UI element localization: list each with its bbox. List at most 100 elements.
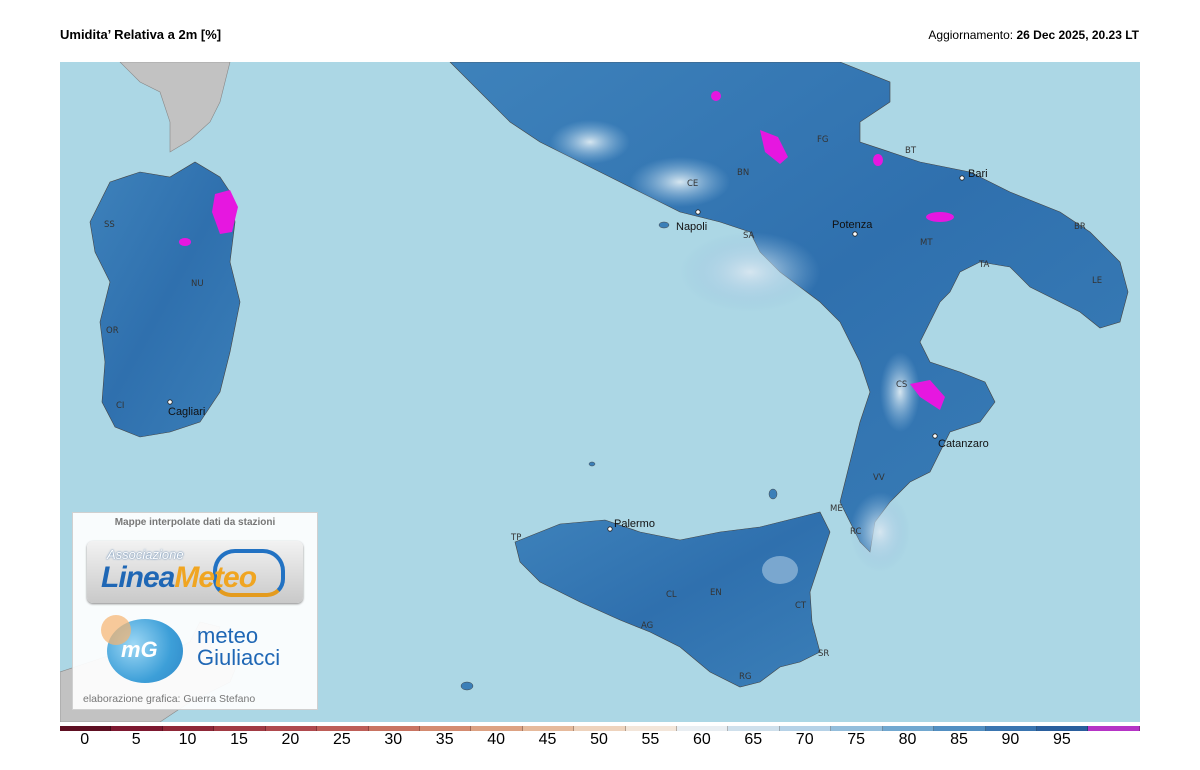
- legend-label: 95: [1052, 731, 1071, 748]
- legend-label: 70: [795, 731, 814, 748]
- province-label: SR: [818, 649, 829, 659]
- legend-label: 80: [898, 731, 917, 748]
- legend-swatch: [265, 726, 318, 731]
- credits-footer: elaborazione grafica: Guerra Stefano: [83, 693, 256, 705]
- legend-swatch: [934, 726, 986, 731]
- legend-swatch: [1037, 726, 1089, 731]
- province-label: FG: [817, 135, 828, 145]
- legend-swatch: [317, 726, 369, 731]
- legend-label: 5: [131, 731, 141, 748]
- saturated-area: [873, 154, 883, 166]
- province-label: CI: [116, 401, 124, 411]
- province-label: NU: [191, 279, 204, 289]
- legend-swatch: [779, 726, 832, 731]
- saturated-area: [910, 380, 945, 410]
- dry-zone: [630, 157, 730, 207]
- saturated-area: [760, 130, 788, 164]
- color-scale-legend: 0 5 10 15 20 25 30 35 40 45 50 55 60 65 70 75 80 85 90 95: [60, 726, 1140, 766]
- legend-swatch: [882, 726, 935, 731]
- lineameteo-logo: Associazione LineaMeteo: [87, 541, 303, 603]
- island: [588, 461, 596, 467]
- province-label: BN: [737, 168, 749, 178]
- legend-swatch: [60, 726, 112, 731]
- city-napoli: Napoli: [676, 209, 707, 233]
- province-label: LE: [1092, 276, 1102, 286]
- legend-swatch: [214, 726, 266, 731]
- sardinia-landmass: [89, 161, 241, 438]
- province-label: ME: [830, 504, 843, 514]
- legend-label: 40: [487, 731, 506, 748]
- legend-swatch: [728, 726, 780, 731]
- credits-heading: Mappe interpolate dati da stazioni: [114, 517, 276, 528]
- legend-label: 65: [744, 731, 763, 748]
- province-label: OR: [106, 326, 119, 336]
- update-timestamp: Aggiornamento: 26 Dec 2025, 20.23 LT: [928, 28, 1139, 42]
- legend-label: 90: [1001, 731, 1020, 748]
- update-label: Aggiornamento:: [928, 28, 1014, 42]
- legend-label: 15: [230, 731, 248, 748]
- color-scale-bar: [60, 726, 1140, 731]
- province-label: CT: [795, 601, 807, 611]
- province-label: RG: [739, 672, 752, 682]
- legend-swatch: [368, 726, 420, 731]
- legend-label: 55: [641, 731, 660, 748]
- map-title: Umidita’ Relativa a 2m [%]: [60, 27, 222, 42]
- city-cagliari: Cagliari: [167, 399, 205, 418]
- legend-swatch: [162, 726, 215, 731]
- legend-swatch: [471, 726, 523, 731]
- meteo-giuliacci-badge: mG: [101, 615, 183, 683]
- sicily-landmass: [514, 511, 831, 688]
- southern-italy-landmass: [449, 62, 1129, 553]
- update-value: 26 Dec 2025, 20.23 LT: [1016, 28, 1139, 42]
- province-label: TP: [510, 533, 521, 543]
- province-label: TA: [978, 260, 990, 270]
- legend-swatch: [419, 726, 472, 731]
- legend-label: 25: [332, 731, 351, 748]
- legend-label: 75: [847, 731, 866, 748]
- city-potenza: Potenza: [832, 219, 873, 237]
- province-label: EN: [710, 588, 722, 598]
- province-label: CL: [666, 590, 677, 600]
- province-label: VV: [873, 473, 885, 483]
- legend-label: 10: [178, 731, 197, 748]
- province-label: AG: [641, 621, 653, 631]
- legend-swatch: [625, 726, 678, 731]
- city-label: Palermo: [614, 518, 655, 530]
- province-label: SA: [743, 231, 755, 241]
- city-label: Potenza: [832, 219, 873, 231]
- legend-label: 60: [692, 731, 711, 748]
- city-label: Catanzaro: [938, 438, 989, 450]
- logo-big-text: LineaMeteo: [101, 561, 257, 594]
- cloud-icon: [213, 549, 285, 597]
- meteo-giuliacci-text: meteo Giuliacci: [197, 623, 281, 670]
- city-catanzaro: Catanzaro: [932, 433, 989, 450]
- island: [658, 221, 670, 229]
- legend-label: 85: [950, 731, 968, 748]
- etna-dry-zone: [762, 556, 798, 584]
- province-label: CE: [687, 179, 698, 189]
- province-label: SS: [104, 220, 115, 230]
- legend-swatch: [677, 726, 729, 731]
- city-label: Cagliari: [168, 406, 205, 418]
- legend-label: 30: [384, 731, 403, 748]
- legend-label: 50: [590, 731, 608, 748]
- legend-swatch: [1088, 726, 1140, 731]
- island: [768, 488, 778, 500]
- province-label: BT: [905, 146, 917, 156]
- legend-label: 0: [80, 731, 90, 748]
- city-bari: Bari: [959, 168, 988, 181]
- city-palermo: Palermo: [607, 518, 655, 532]
- legend-swatch: [111, 726, 163, 731]
- saturated-area: [212, 190, 238, 234]
- dry-zone: [680, 232, 820, 312]
- dry-zone: [550, 120, 630, 164]
- legend-swatch: [985, 726, 1038, 731]
- city-label: Bari: [968, 168, 988, 180]
- city-label: Napoli: [676, 221, 707, 233]
- province-label: BR: [1074, 222, 1086, 232]
- logo-small-text: Associazione: [107, 547, 184, 562]
- province-label: CS: [896, 380, 907, 390]
- credits-box: Mappe interpolate dati da stazioni Assoc…: [72, 512, 318, 710]
- legend-swatch: [831, 726, 883, 731]
- saturated-area: [179, 238, 191, 246]
